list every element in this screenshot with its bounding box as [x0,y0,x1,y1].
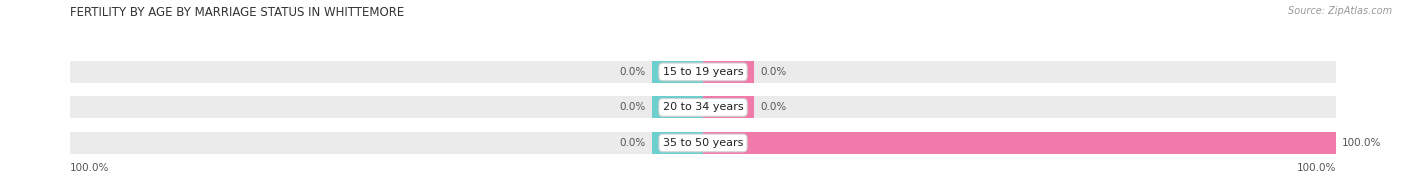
Text: 100.0%: 100.0% [70,163,110,173]
Bar [652,61,703,83]
Bar [70,96,703,118]
Text: 100.0%: 100.0% [1296,163,1336,173]
Bar [703,96,1336,118]
Text: Source: ZipAtlas.com: Source: ZipAtlas.com [1288,6,1392,16]
Bar [652,132,703,154]
Text: 15 to 19 years: 15 to 19 years [662,67,744,77]
Bar [703,61,754,83]
Bar [70,132,703,154]
Text: 0.0%: 0.0% [620,67,647,77]
Bar [652,96,703,118]
Text: 35 to 50 years: 35 to 50 years [662,138,744,148]
Text: 0.0%: 0.0% [620,138,647,148]
Bar [703,132,1336,154]
Bar [703,96,754,118]
Text: 100.0%: 100.0% [1343,138,1382,148]
Text: FERTILITY BY AGE BY MARRIAGE STATUS IN WHITTEMORE: FERTILITY BY AGE BY MARRIAGE STATUS IN W… [70,6,405,19]
Text: 0.0%: 0.0% [620,103,647,113]
Text: 0.0%: 0.0% [759,67,786,77]
Bar [70,61,703,83]
Bar [703,132,1336,154]
Bar [703,61,1336,83]
Text: 0.0%: 0.0% [759,103,786,113]
Text: 20 to 34 years: 20 to 34 years [662,103,744,113]
